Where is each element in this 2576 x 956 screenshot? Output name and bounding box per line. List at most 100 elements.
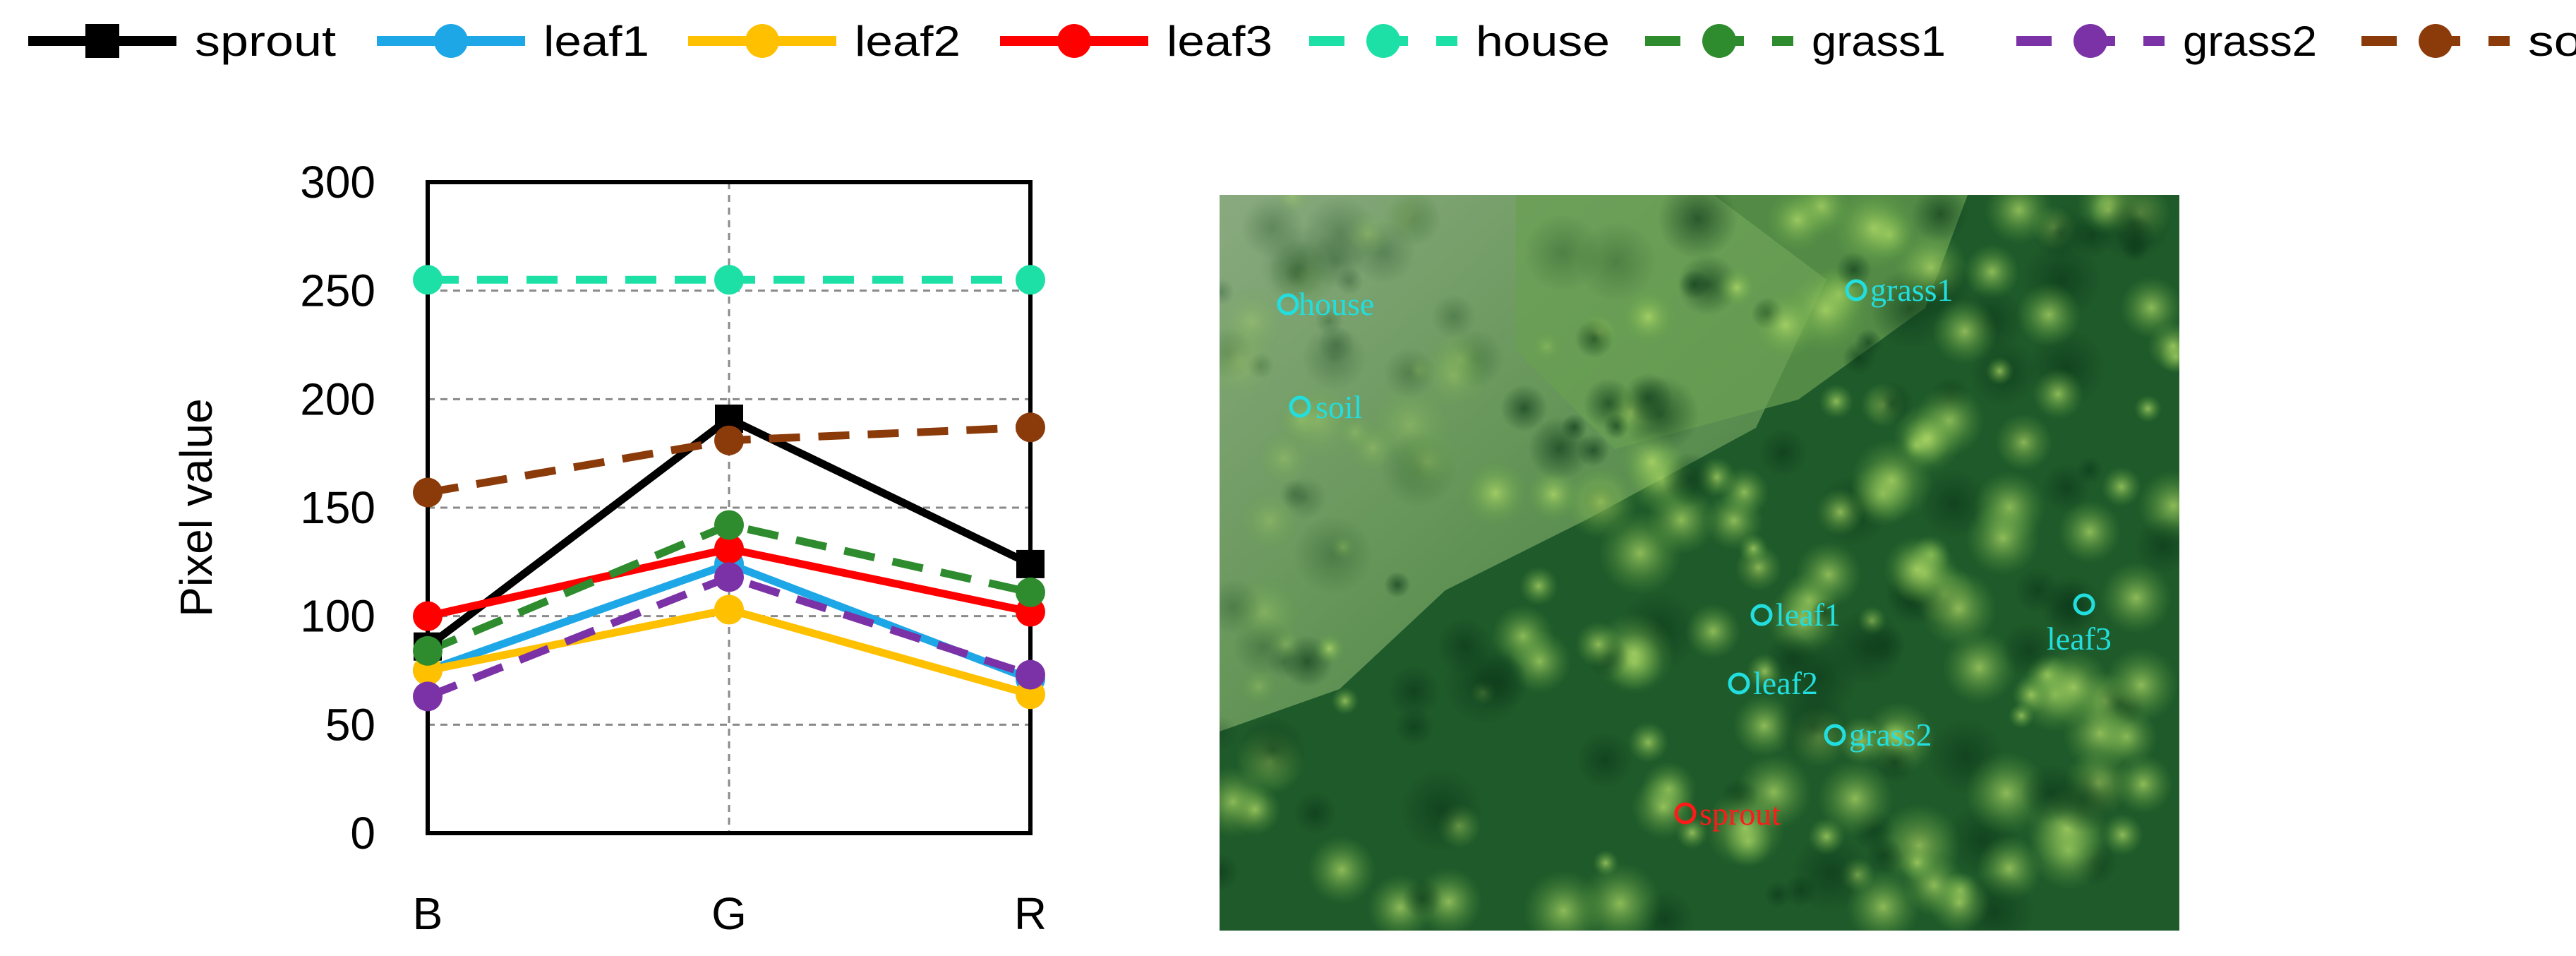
canopy-blob bbox=[1399, 768, 1483, 853]
canopy-blob bbox=[1623, 373, 1673, 423]
y-tick-label-200: 200 bbox=[300, 374, 375, 424]
canopy-blob bbox=[1719, 467, 1769, 518]
legend-label-leaf1: leaf1 bbox=[543, 18, 649, 65]
canopy-blob bbox=[1269, 627, 1303, 661]
image-annotations: house soil grass1 leaf1 leaf3 leaf2 gras… bbox=[1277, 272, 2112, 832]
legend-label-house: house bbox=[1476, 18, 1610, 65]
point-soil-B bbox=[413, 477, 443, 508]
point-grass2-G bbox=[714, 562, 744, 592]
label-soil: soil bbox=[1316, 389, 1362, 425]
legend-label-sprout: sprout bbox=[195, 18, 336, 65]
canopy-blob bbox=[1892, 402, 1963, 473]
canopy-blob bbox=[2016, 282, 2081, 347]
canopy-texture bbox=[1220, 195, 2179, 931]
canopy-blob bbox=[1811, 599, 1838, 626]
point-sprout-R bbox=[1016, 549, 1045, 578]
canopy-blob bbox=[1751, 290, 1820, 360]
y-tick-label-0: 0 bbox=[350, 808, 375, 859]
canopy-blob bbox=[1575, 621, 1622, 668]
canopy-blob bbox=[1402, 878, 1443, 919]
canopy-blob bbox=[1911, 195, 1969, 243]
canopy-blob bbox=[1964, 244, 2020, 299]
canopy-blob bbox=[1819, 383, 1854, 419]
canopy-blob bbox=[1576, 731, 1634, 789]
canopy-blob bbox=[2101, 813, 2143, 856]
point-grass1-G bbox=[714, 510, 744, 540]
point-leaf3-B bbox=[413, 601, 443, 631]
canopy-blob bbox=[1627, 722, 1669, 763]
canopy-blob bbox=[1394, 428, 1462, 496]
canopy-blob bbox=[1293, 791, 1337, 835]
canopy-blob bbox=[1307, 835, 1376, 904]
y-tick-label-300: 300 bbox=[300, 157, 375, 208]
legend-marker-house bbox=[1366, 24, 1400, 58]
canopy-blob bbox=[2095, 195, 2172, 262]
canopy-blob bbox=[1238, 489, 1301, 553]
canopy-blob bbox=[1836, 251, 1872, 289]
point-leaf3-G bbox=[714, 534, 744, 564]
point-house-R bbox=[1016, 265, 1045, 295]
point-grass2-R bbox=[1016, 659, 1045, 690]
canopy-blob bbox=[1220, 319, 1282, 403]
canopy-blob bbox=[2062, 695, 2138, 771]
aerial-forest-photo: house soil grass1 leaf1 leaf3 leaf2 gras… bbox=[1220, 195, 2179, 931]
point-house-G bbox=[714, 265, 744, 295]
canopy-blob bbox=[1385, 195, 1441, 247]
canopy-blob bbox=[1766, 195, 1829, 251]
legend-label-leaf2: leaf2 bbox=[855, 18, 961, 65]
canopy-blob bbox=[1894, 231, 1968, 305]
y-tick-label-100: 100 bbox=[300, 591, 375, 642]
label-leaf1: leaf1 bbox=[1776, 597, 1841, 633]
canopy-blob bbox=[1561, 414, 1588, 441]
canopy-blob bbox=[2033, 205, 2089, 261]
canopy-blob bbox=[1531, 331, 1563, 362]
label-leaf3: leaf3 bbox=[2047, 621, 2112, 657]
canopy-blob bbox=[1220, 578, 1262, 635]
canopy-blob bbox=[1575, 319, 1613, 358]
canopy-blob bbox=[1620, 289, 1677, 345]
canopy-blob bbox=[2008, 703, 2035, 729]
canopy-blob bbox=[1239, 667, 1277, 705]
canopy-blob bbox=[1384, 571, 1411, 599]
canopy-blob bbox=[1239, 716, 1306, 784]
label-house: house bbox=[1299, 286, 1374, 322]
canopy-blob bbox=[1256, 430, 1313, 487]
canopy-blob bbox=[1716, 268, 1757, 308]
canopy-blob bbox=[1524, 214, 1602, 292]
x-tick-label-R: R bbox=[1014, 888, 1047, 939]
canopy-blob bbox=[1500, 384, 1548, 432]
canopy-blob bbox=[2135, 517, 2179, 574]
label-leaf2: leaf2 bbox=[1753, 665, 1818, 701]
canopy-blob bbox=[1846, 870, 1920, 931]
canopy-blob bbox=[2119, 276, 2179, 340]
legend-label-grass2: grass2 bbox=[2183, 18, 2317, 65]
canopy-blob bbox=[1220, 715, 1238, 752]
canopy-blob bbox=[1685, 604, 1741, 659]
canopy-blob bbox=[1705, 788, 1786, 868]
canopy-blob bbox=[1985, 357, 2014, 386]
point-house-B bbox=[413, 265, 443, 295]
canopy-blob bbox=[2100, 562, 2172, 634]
point-grass1-B bbox=[413, 635, 443, 666]
marker-leaf2 bbox=[1728, 672, 1750, 695]
canopy-blob bbox=[1657, 195, 1738, 259]
canopy-blob bbox=[2133, 395, 2162, 423]
marker-grass2 bbox=[1824, 724, 1846, 746]
plot-frame bbox=[426, 180, 1033, 835]
canopy-blob bbox=[1563, 465, 1638, 539]
canopy-blob bbox=[1817, 760, 1894, 837]
legend-label-leaf3: leaf3 bbox=[1167, 18, 1272, 65]
legend-marker-soil bbox=[2419, 24, 2452, 58]
legend-marker-grass1 bbox=[1702, 24, 1736, 58]
canopy-blob bbox=[1965, 751, 2048, 835]
x-tick-label-G: G bbox=[711, 888, 747, 939]
canopy-blob bbox=[1220, 853, 1239, 892]
canopy-blob bbox=[1419, 340, 1489, 411]
canopy-blob bbox=[2033, 368, 2084, 420]
marker-sprout bbox=[1674, 802, 1697, 825]
canopy-blob bbox=[1966, 501, 2040, 576]
canopy-blob bbox=[1837, 717, 1886, 765]
legend-label-grass1: grass1 bbox=[1812, 18, 1946, 65]
canopy-blob bbox=[1579, 862, 1661, 931]
marker-leaf3 bbox=[2073, 593, 2095, 616]
